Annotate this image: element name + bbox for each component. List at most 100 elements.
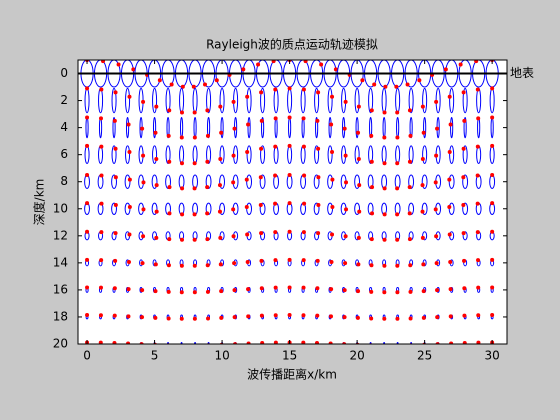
particle-orbit — [151, 202, 158, 215]
particle — [154, 235, 159, 240]
particle — [395, 237, 400, 242]
x-tick-label: 15 — [282, 349, 297, 363]
particle — [245, 232, 250, 237]
particle-orbit — [125, 116, 130, 139]
particle — [316, 146, 321, 151]
particle — [141, 180, 146, 185]
particle — [421, 315, 426, 320]
particle — [167, 185, 172, 190]
particle — [140, 261, 145, 266]
particle-orbit — [180, 342, 183, 344]
particle — [153, 315, 158, 320]
particle-orbit — [111, 202, 117, 215]
particle — [206, 316, 211, 321]
particle — [329, 314, 334, 319]
x-tick-label: 20 — [349, 349, 364, 363]
particle — [369, 159, 374, 164]
particle — [356, 130, 361, 135]
particle — [329, 122, 334, 127]
particle — [369, 237, 374, 242]
particle — [342, 315, 347, 320]
particle — [435, 288, 440, 293]
particle — [448, 259, 453, 264]
particle-orbit — [206, 145, 212, 164]
particle-orbit — [463, 116, 467, 139]
particle — [153, 130, 158, 135]
particle-orbit — [354, 231, 360, 241]
particle-orbit — [315, 116, 319, 139]
particle — [462, 118, 467, 123]
particle — [126, 314, 131, 319]
particle — [203, 82, 208, 87]
particle-orbit — [327, 145, 333, 164]
particle — [476, 258, 481, 263]
particle — [448, 287, 453, 292]
particle — [241, 67, 246, 72]
particle-orbit — [313, 202, 320, 215]
y-tick-label: 8 — [60, 174, 68, 188]
particle — [447, 177, 452, 182]
particle — [461, 146, 466, 151]
particle — [259, 286, 264, 291]
particle-orbit — [421, 174, 428, 189]
particle — [458, 62, 463, 67]
particle — [287, 201, 292, 206]
particle — [141, 153, 146, 158]
particle-orbit — [165, 87, 171, 114]
particle — [315, 286, 320, 291]
particle-orbit — [125, 87, 131, 114]
x-tick-label: 5 — [151, 349, 159, 363]
particle — [205, 289, 210, 294]
particle — [342, 126, 347, 131]
particle-orbit — [449, 87, 455, 114]
particle — [112, 313, 117, 318]
particle-orbit — [111, 87, 117, 114]
particle-orbit — [355, 116, 359, 139]
particle — [85, 201, 90, 206]
particle — [205, 133, 210, 138]
particle — [192, 263, 197, 268]
particle — [434, 234, 439, 239]
particle — [179, 263, 184, 268]
particle — [407, 211, 412, 216]
particle-orbit — [111, 174, 117, 189]
particle — [343, 153, 348, 158]
particle — [167, 159, 172, 164]
particle — [316, 231, 321, 236]
particle — [166, 316, 171, 321]
particle-orbit — [259, 174, 266, 189]
particle — [383, 84, 388, 89]
particle-orbit — [314, 145, 320, 164]
particle — [433, 180, 438, 185]
particle — [205, 211, 210, 216]
particle — [447, 232, 452, 237]
particle — [245, 259, 250, 264]
particle — [382, 237, 387, 242]
particle — [448, 122, 453, 127]
particle — [382, 161, 387, 166]
particle — [319, 62, 324, 67]
particle-orbit — [152, 145, 158, 164]
y-tick-label: 6 — [60, 147, 68, 161]
particle-orbit — [206, 87, 212, 114]
particle — [131, 67, 136, 72]
y-axis-label: 深度/km — [32, 179, 47, 226]
particle — [205, 185, 210, 190]
y-tick-label: 2 — [60, 93, 68, 107]
particle — [382, 135, 387, 140]
particle-orbit — [354, 202, 361, 215]
particle-orbit — [327, 87, 333, 114]
particle — [259, 90, 264, 95]
particle — [382, 290, 387, 295]
particle — [232, 261, 237, 266]
particle — [330, 149, 335, 154]
particle — [287, 86, 292, 91]
particle — [273, 258, 278, 263]
particle — [434, 261, 439, 266]
particle — [449, 341, 454, 344]
particle — [85, 86, 90, 91]
y-tick-label: 0 — [60, 66, 68, 80]
particle-orbit — [260, 145, 266, 164]
particle — [405, 82, 410, 87]
